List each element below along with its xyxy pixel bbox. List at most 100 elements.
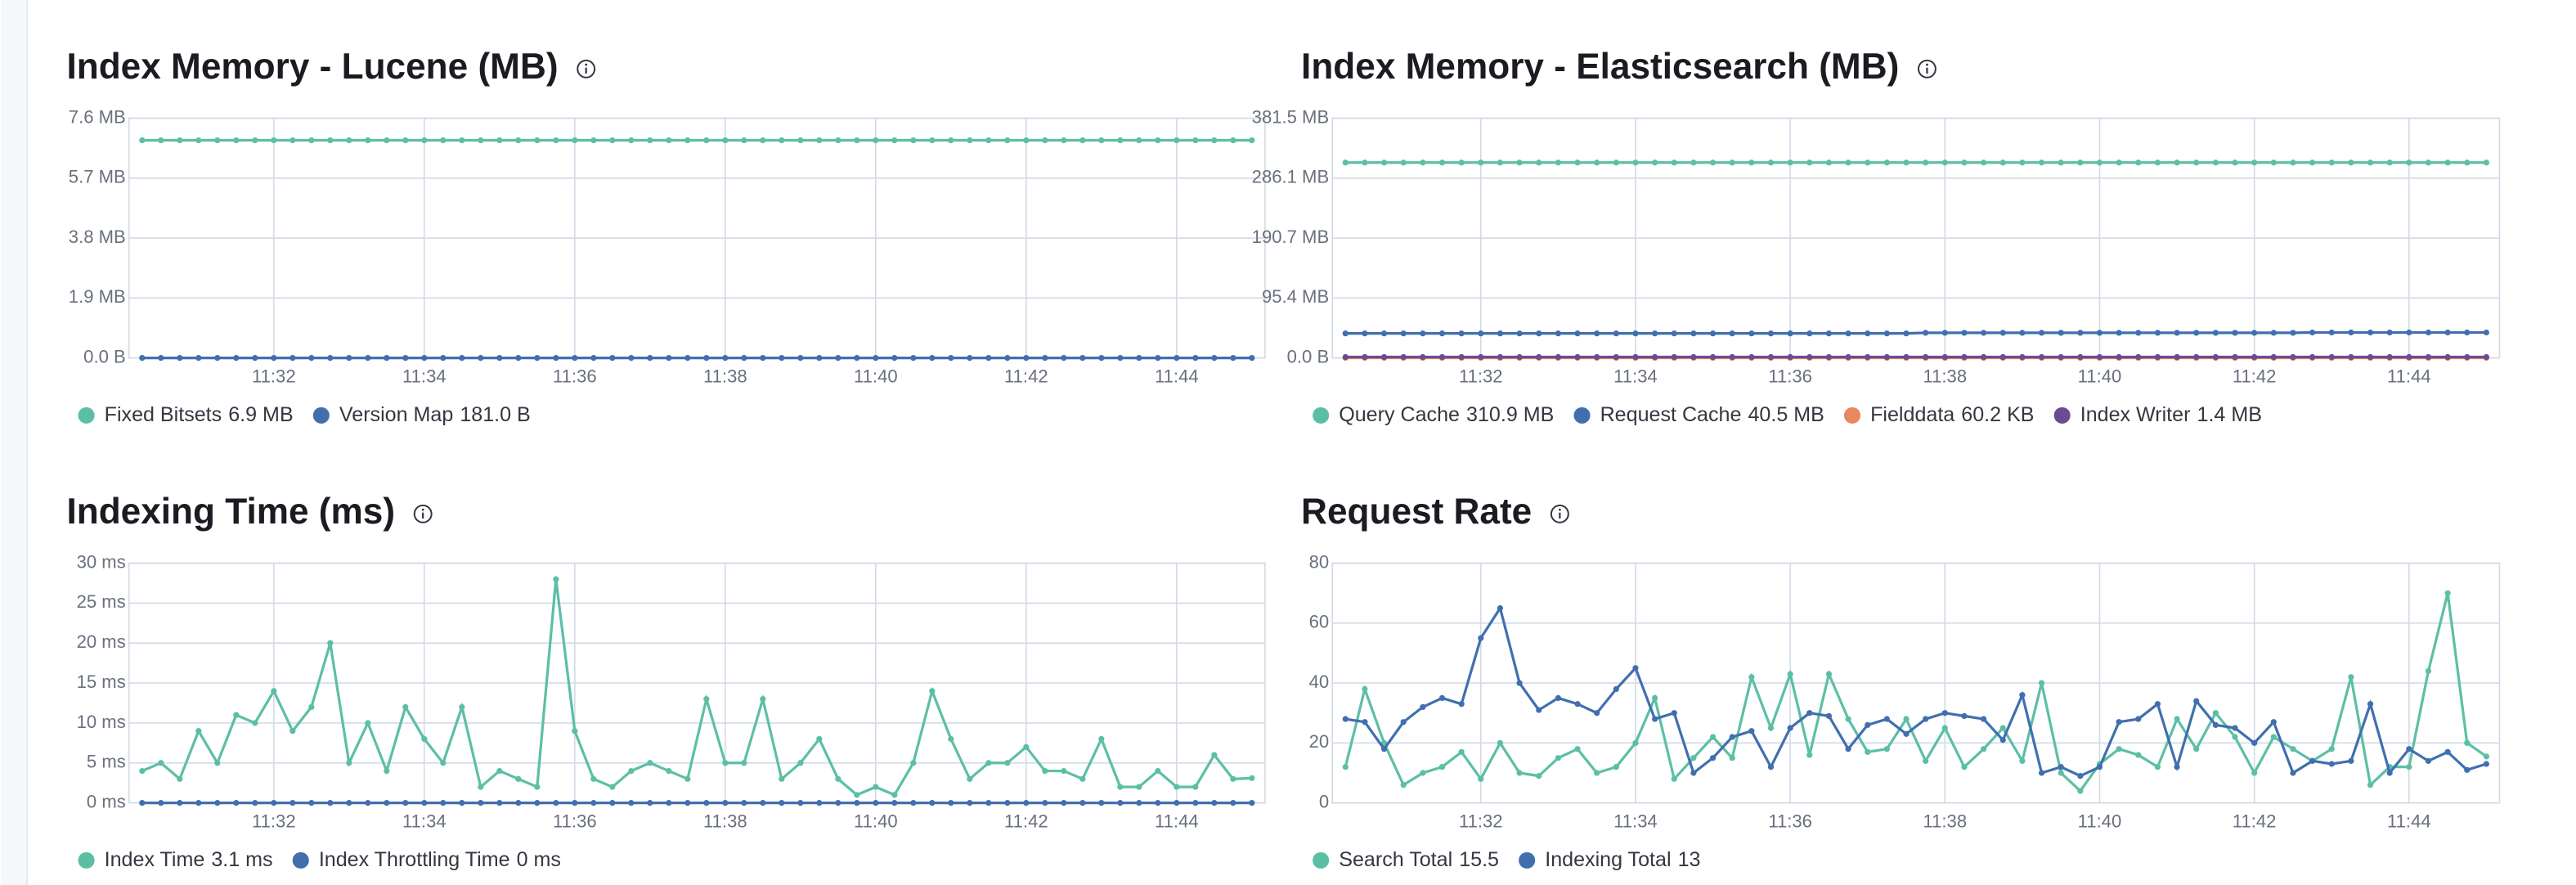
data-point: [534, 800, 541, 806]
data-point: [1613, 353, 1619, 361]
legend-entry: Index Writer 1.4 MB: [2080, 403, 2262, 426]
data-point: [252, 720, 258, 726]
data-point: [2116, 353, 2122, 361]
data-point: [1230, 354, 1236, 362]
data-point: [2386, 159, 2393, 166]
data-point: [2077, 353, 2084, 361]
data-point: [402, 354, 409, 362]
data-point: [1574, 330, 1581, 337]
data-point: [1079, 775, 1086, 782]
data-point: [384, 354, 390, 362]
data-point: [365, 800, 371, 806]
legend-value: 60.2 KB: [1961, 403, 2034, 426]
data-point: [609, 354, 616, 362]
data-point: [1174, 784, 1180, 790]
data-point: [1690, 159, 1697, 166]
data-point: [2483, 753, 2490, 760]
data-point: [1478, 635, 1484, 641]
info-icon: [1918, 59, 1936, 79]
data-point: [421, 137, 428, 144]
data-point: [496, 137, 503, 144]
data-point: [628, 767, 635, 775]
data-point: [1574, 353, 1581, 361]
data-point: [2154, 764, 2161, 770]
data-point: [628, 137, 635, 144]
x-tick-label: 11:38: [1923, 811, 1967, 832]
data-point: [1632, 353, 1639, 361]
data-point: [1249, 354, 1255, 362]
data-point: [609, 784, 616, 790]
data-point: [2290, 770, 2296, 776]
data-point: [2193, 353, 2200, 361]
data-point: [647, 760, 653, 766]
x-tick-label: 11:34: [1613, 811, 1658, 832]
data-point: [2135, 330, 2142, 336]
data-point: [1438, 694, 1446, 702]
series-line: [1344, 592, 2488, 793]
info-icon: [413, 504, 433, 523]
data-point: [760, 354, 766, 362]
data-point: [2251, 159, 2258, 166]
data-point: [835, 800, 841, 806]
y-tick-label: 20: [1309, 731, 1330, 752]
data-point: [289, 354, 296, 362]
legend-entry: Fixed Bitsets 6.9 MB: [105, 403, 294, 426]
data-point: [289, 728, 296, 735]
data-point: [684, 137, 691, 144]
data-point: [1806, 159, 1813, 166]
legend-value: 310.9 MB: [1466, 403, 1554, 426]
data-point: [609, 137, 616, 144]
data-point: [910, 800, 917, 806]
data-point: [1613, 685, 1619, 693]
y-tick-label: 10 ms: [77, 712, 126, 732]
data-point: [308, 800, 315, 806]
y-tick-label: 190.7 MB: [1252, 227, 1330, 247]
data-point: [1516, 680, 1523, 686]
data-point: [2270, 734, 2277, 740]
data-point: [1980, 330, 1987, 336]
data-point: [1362, 159, 1368, 166]
data-point: [2174, 353, 2180, 361]
data-point: [2483, 761, 2490, 767]
data-point: [1061, 354, 1067, 362]
data-point: [1023, 743, 1030, 750]
data-point: [722, 354, 729, 362]
y-tick-label: 95.4 MB: [1262, 286, 1329, 307]
data-point: [590, 800, 597, 806]
data-point: [327, 800, 334, 806]
data-point: [327, 354, 334, 362]
data-point: [1787, 353, 1793, 361]
data-point: [1555, 353, 1561, 361]
data-point: [816, 354, 823, 362]
data-point: [515, 775, 522, 782]
data-point: [346, 760, 352, 766]
data-point: [2019, 692, 2026, 699]
data-point: [1865, 721, 1871, 728]
data-point: [2251, 770, 2258, 776]
data-point: [1941, 353, 1948, 361]
data-point: [1941, 725, 1948, 731]
data-point: [2154, 330, 2161, 336]
x-tick-label: 11:36: [553, 811, 597, 832]
data-point: [2483, 159, 2490, 166]
data-point: [1767, 725, 1775, 731]
series-line: [1345, 604, 2487, 778]
data-point: [2444, 590, 2451, 596]
x-tick-label: 11:32: [1459, 366, 1503, 387]
legend-value: 0 ms: [517, 848, 561, 871]
data-point: [2058, 330, 2064, 336]
data-point: [1042, 137, 1048, 144]
data-point: [1594, 330, 1600, 337]
data-point: [703, 354, 710, 362]
legend-swatch: [78, 407, 95, 424]
data-point: [2328, 353, 2335, 361]
info-icon-dot: [1926, 63, 1928, 66]
data-point: [1748, 728, 1755, 735]
legend-name: Request Cache: [1600, 403, 1742, 426]
data-point: [1845, 353, 1851, 361]
data-point: [1079, 137, 1086, 144]
data-point: [2406, 329, 2412, 336]
data-point: [873, 137, 879, 144]
data-point: [1729, 755, 1735, 761]
data-point: [2328, 761, 2335, 767]
